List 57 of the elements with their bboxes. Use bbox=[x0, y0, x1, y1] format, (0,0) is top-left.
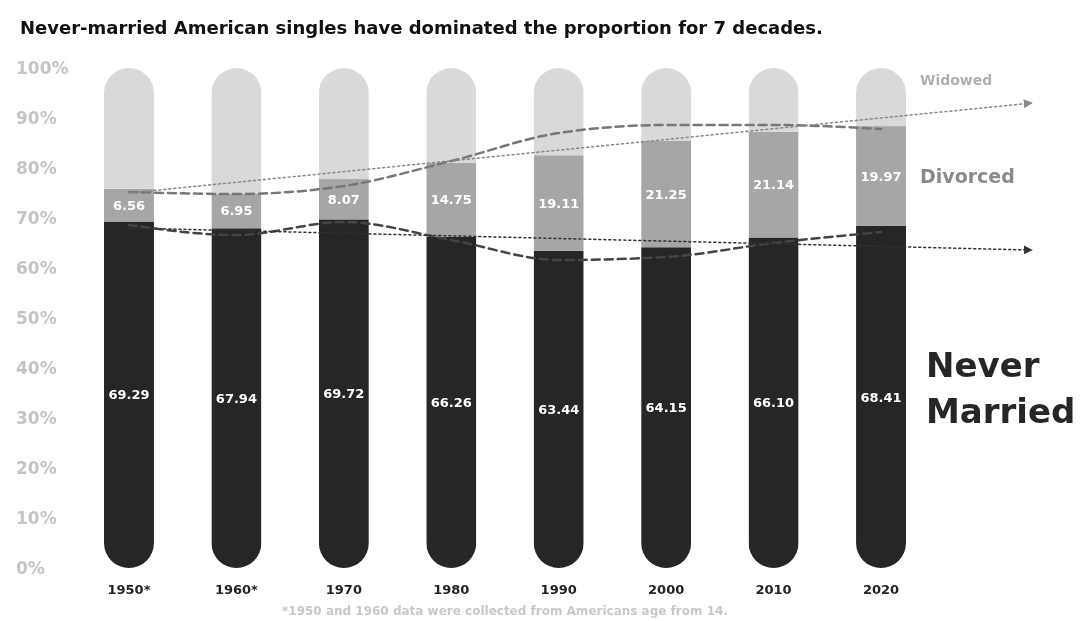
data-label: 66.10 bbox=[753, 395, 795, 411]
x-tick-label: 2000 bbox=[648, 582, 685, 597]
data-label: 69.72 bbox=[323, 386, 365, 402]
bar bbox=[856, 225, 906, 568]
chart-title: Never-married American singles have dominated the proportion for 7 decades. bbox=[20, 17, 823, 38]
data-label: 6.95 bbox=[220, 203, 253, 219]
bar bbox=[641, 141, 692, 248]
bar bbox=[748, 131, 799, 238]
bar bbox=[318, 219, 369, 568]
y-tick-label: 0% bbox=[16, 557, 45, 578]
bar bbox=[104, 68, 154, 189]
data-label: 8.07 bbox=[327, 191, 360, 207]
x-tick-label: 2010 bbox=[755, 582, 792, 597]
data-label: 67.94 bbox=[215, 390, 257, 406]
y-tick-label: 100% bbox=[16, 57, 69, 78]
bar bbox=[426, 68, 477, 163]
data-label: 19.97 bbox=[860, 168, 902, 184]
data-label: 69.29 bbox=[108, 387, 150, 403]
bar bbox=[641, 247, 692, 568]
bar bbox=[211, 228, 262, 568]
x-tick-label: 1950* bbox=[107, 582, 151, 597]
data-label: 19.11 bbox=[538, 195, 580, 211]
y-tick-label: 90% bbox=[16, 107, 57, 128]
y-tick-label: 10% bbox=[16, 507, 57, 528]
bar bbox=[211, 68, 262, 194]
data-label: 14.75 bbox=[430, 192, 472, 208]
x-tick-label: 1960* bbox=[214, 582, 259, 597]
line-series bbox=[127, 220, 883, 262]
bar bbox=[533, 250, 584, 568]
series-label: Divorced bbox=[919, 164, 1015, 187]
data-label: 64.15 bbox=[645, 400, 687, 416]
series-label: Never Married bbox=[925, 344, 1076, 431]
bar bbox=[533, 155, 584, 251]
x-tick-label: 1980 bbox=[433, 582, 470, 597]
bar bbox=[318, 68, 369, 180]
y-tick-label: 40% bbox=[16, 357, 57, 378]
data-label: 63.44 bbox=[538, 401, 580, 417]
series-label: Widowed bbox=[919, 71, 993, 88]
y-tick-label: 50% bbox=[16, 307, 57, 328]
data-label: 66.26 bbox=[430, 394, 472, 410]
y-tick-label: 30% bbox=[16, 407, 57, 428]
data-label: 21.14 bbox=[753, 177, 795, 193]
bar bbox=[426, 236, 477, 568]
bar bbox=[748, 237, 799, 568]
bar bbox=[104, 221, 154, 568]
y-tick-label: 80% bbox=[16, 157, 57, 178]
data-label: 6.56 bbox=[112, 197, 146, 213]
x-tick-label: 1970 bbox=[325, 582, 362, 597]
y-tick-label: 20% bbox=[16, 457, 57, 478]
y-tick-label: 70% bbox=[16, 207, 57, 228]
x-tick-label: 1990 bbox=[540, 582, 577, 597]
y-tick-label: 60% bbox=[16, 257, 57, 278]
data-label: 68.41 bbox=[860, 389, 902, 405]
x-tick-label: 2020 bbox=[862, 582, 900, 597]
bar bbox=[426, 162, 477, 237]
data-label: 21.25 bbox=[645, 186, 687, 202]
bar bbox=[856, 126, 906, 226]
